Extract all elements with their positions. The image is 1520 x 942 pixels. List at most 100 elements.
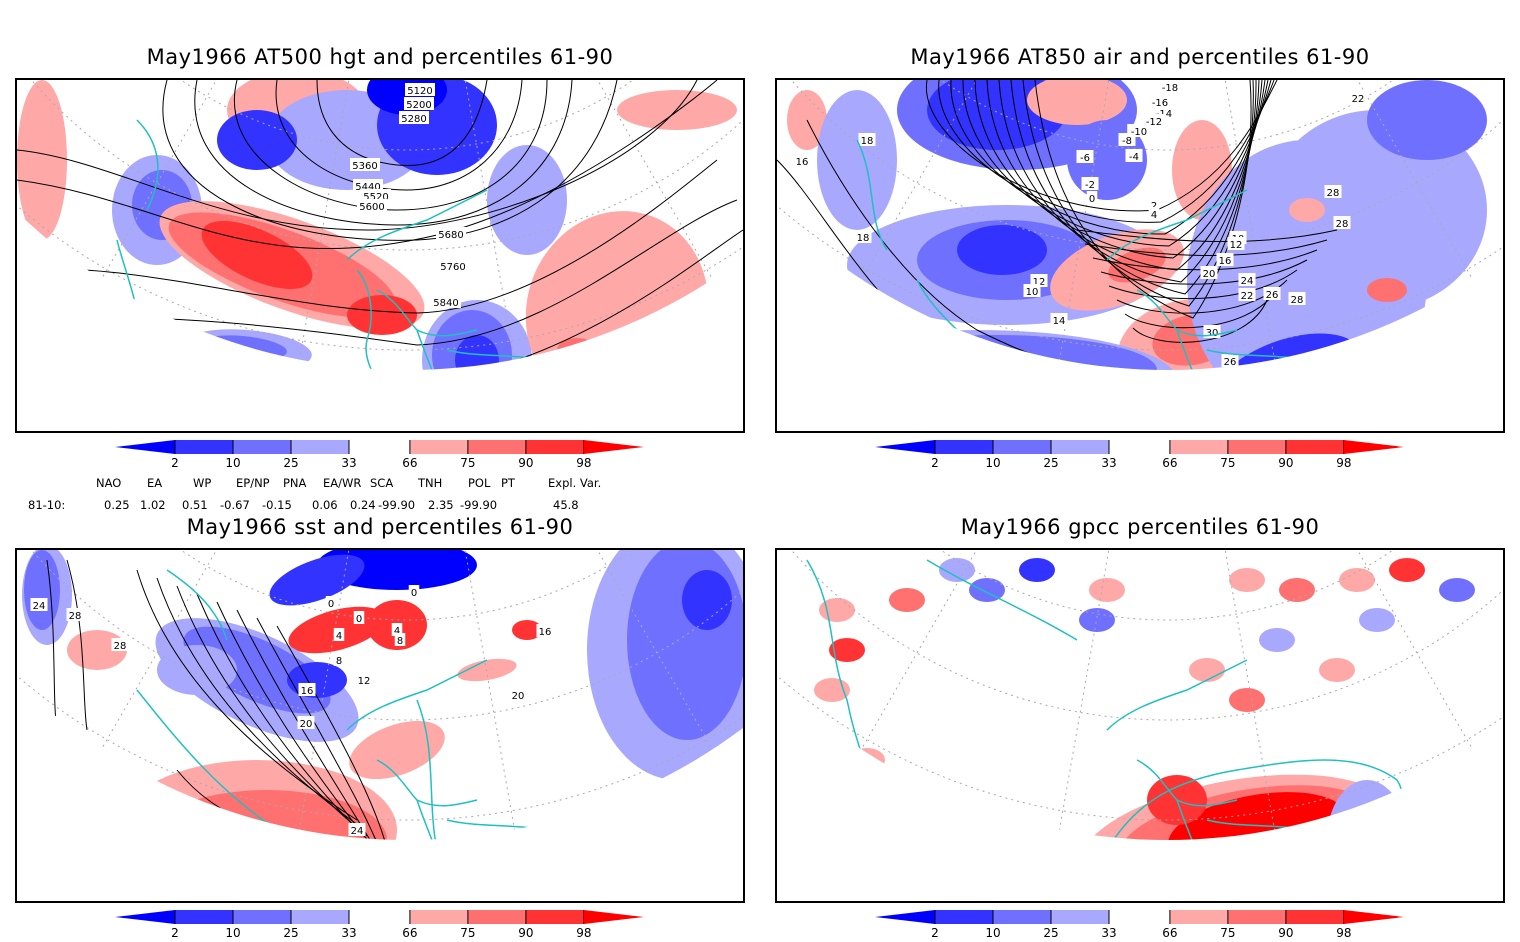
- contour-label: 26: [1263, 287, 1281, 301]
- contour-label-bg: [394, 633, 406, 646]
- colorbar-band: [993, 910, 1051, 924]
- latitude-circle: [17, 205, 743, 351]
- contour-label: 18: [854, 230, 872, 244]
- colorbar-band: [349, 910, 410, 924]
- contour-label: 4: [391, 623, 403, 637]
- colorbar-graphic: [115, 440, 644, 454]
- contour-label-text: 28: [69, 611, 82, 622]
- contour-label-text: 0: [356, 614, 362, 625]
- precip-anomaly-region: [829, 638, 865, 662]
- colorbar-tick-label: 66: [402, 926, 418, 940]
- index-value-tnh: -99.90: [378, 498, 416, 512]
- index-row-label: 81-10:: [28, 498, 66, 512]
- contour-line: [66, 559, 88, 731]
- contour-label-bg: [399, 111, 429, 124]
- contour-label: 20: [1200, 266, 1218, 280]
- index-value-epnp: -0.67: [220, 498, 250, 512]
- colorbar-arrow-low: [115, 910, 175, 924]
- shaded-region: [1289, 198, 1325, 222]
- colorbar-tick-label: 33: [1101, 456, 1117, 470]
- contour-label: 5680: [436, 227, 466, 241]
- colorbar-tick-label: 10: [985, 926, 1001, 940]
- contour-label-bg: [1324, 185, 1342, 198]
- contour-label-bg: [361, 189, 391, 202]
- coastline: [346, 189, 718, 411]
- shaded-region: [349, 720, 445, 780]
- contour-label: 18: [858, 133, 876, 147]
- contour-label-bg: [404, 97, 434, 110]
- map-gpcc: [775, 548, 1505, 903]
- contour-label: 26: [1221, 354, 1239, 368]
- contour-label-bg: [111, 638, 129, 651]
- contour-line: [1084, 239, 1328, 256]
- precip-anomaly-region: [1439, 578, 1475, 602]
- colorbar-at500: 2 10 25 33 66 75 90 98: [115, 440, 645, 472]
- contour-label: 4: [1148, 207, 1160, 221]
- colorbar-tick-label: 10: [225, 926, 241, 940]
- contour-label-text: -12: [1146, 117, 1162, 128]
- contour-label-text: 5120: [407, 86, 432, 97]
- colorbar-tick-label: 98: [576, 456, 592, 470]
- precip-anomaly-region: [1189, 658, 1225, 682]
- index-header-pol: POL: [468, 476, 491, 490]
- contour-label: 28: [1333, 216, 1351, 230]
- contour-label-bg: [405, 83, 435, 96]
- shaded-region: [457, 658, 517, 682]
- colorbar-tick-label: 66: [1162, 456, 1178, 470]
- contour-label-text: 5440: [355, 182, 380, 193]
- index-value-nao: 0.25: [104, 498, 130, 512]
- index-header-eawr: EA/WR: [323, 476, 362, 490]
- contour-label-text: 0: [328, 599, 334, 610]
- colorbar-tick-label: 25: [283, 926, 299, 940]
- shaded-region: [287, 662, 347, 698]
- contour-label-text: 5840: [433, 298, 458, 309]
- contour-label: 5520: [361, 189, 391, 203]
- contour-label-bg: [1263, 287, 1281, 300]
- contour-label-text: 4: [336, 631, 342, 642]
- precip-anomaly-region: [889, 588, 925, 612]
- contour-label-bg: [1288, 292, 1306, 305]
- index-header-ea: EA: [147, 476, 163, 490]
- map-gpcc-canvas: [777, 550, 1503, 901]
- contour-label: 0: [1086, 191, 1098, 205]
- colorbar-tick-label: 25: [1043, 456, 1059, 470]
- contour-label-text: 16: [796, 157, 809, 168]
- colorbar-tick-label: 75: [1220, 456, 1236, 470]
- shaded-region: [1367, 80, 1487, 160]
- contour-label-bg: [1086, 191, 1098, 204]
- colorbar-tick-label: 10: [225, 456, 241, 470]
- contour-label-text: 12: [1033, 277, 1046, 288]
- colorbar-band: [409, 910, 468, 924]
- contour-label-text: 16: [539, 627, 552, 638]
- index-value-explvar: 45.8: [553, 498, 579, 512]
- contour-label-text: -8: [1122, 136, 1132, 147]
- contour-label-text: 12: [1230, 240, 1243, 251]
- contour-label: -6: [1076, 150, 1094, 164]
- contour-label: 28: [1324, 185, 1342, 199]
- contour-label-bg: [1200, 266, 1218, 279]
- colorbar-arrow-high: [1343, 440, 1404, 454]
- colorbar-band: [1169, 440, 1228, 454]
- shaded-region: [817, 90, 897, 230]
- contour-label-text: 0: [411, 588, 417, 599]
- contour-line: [234, 80, 548, 211]
- contour-label-bg: [1118, 133, 1136, 146]
- shaded-region: [347, 295, 417, 335]
- contour-line: [1076, 229, 1338, 243]
- precip-anomaly-region: [1019, 558, 1055, 582]
- index-value-pol: 2.35: [428, 498, 454, 512]
- contour-line: [316, 80, 488, 167]
- latitude-circle: [940, 550, 1394, 621]
- contour-label-text: 28: [1291, 295, 1304, 306]
- colorbar-arrow-high: [583, 440, 644, 454]
- contour-label-bg: [355, 673, 373, 686]
- contour-label-text: -18: [1162, 83, 1178, 94]
- contour-label: 12: [1227, 237, 1245, 251]
- colorbar-band: [1227, 910, 1286, 924]
- latitude-circle: [17, 675, 743, 821]
- index-header-nao: NAO: [96, 476, 122, 490]
- contour-label-text: 16: [301, 686, 314, 697]
- colorbar-band: [175, 910, 233, 924]
- contour-label: 5360: [350, 158, 380, 172]
- colorbar-tick-label: 90: [518, 926, 534, 940]
